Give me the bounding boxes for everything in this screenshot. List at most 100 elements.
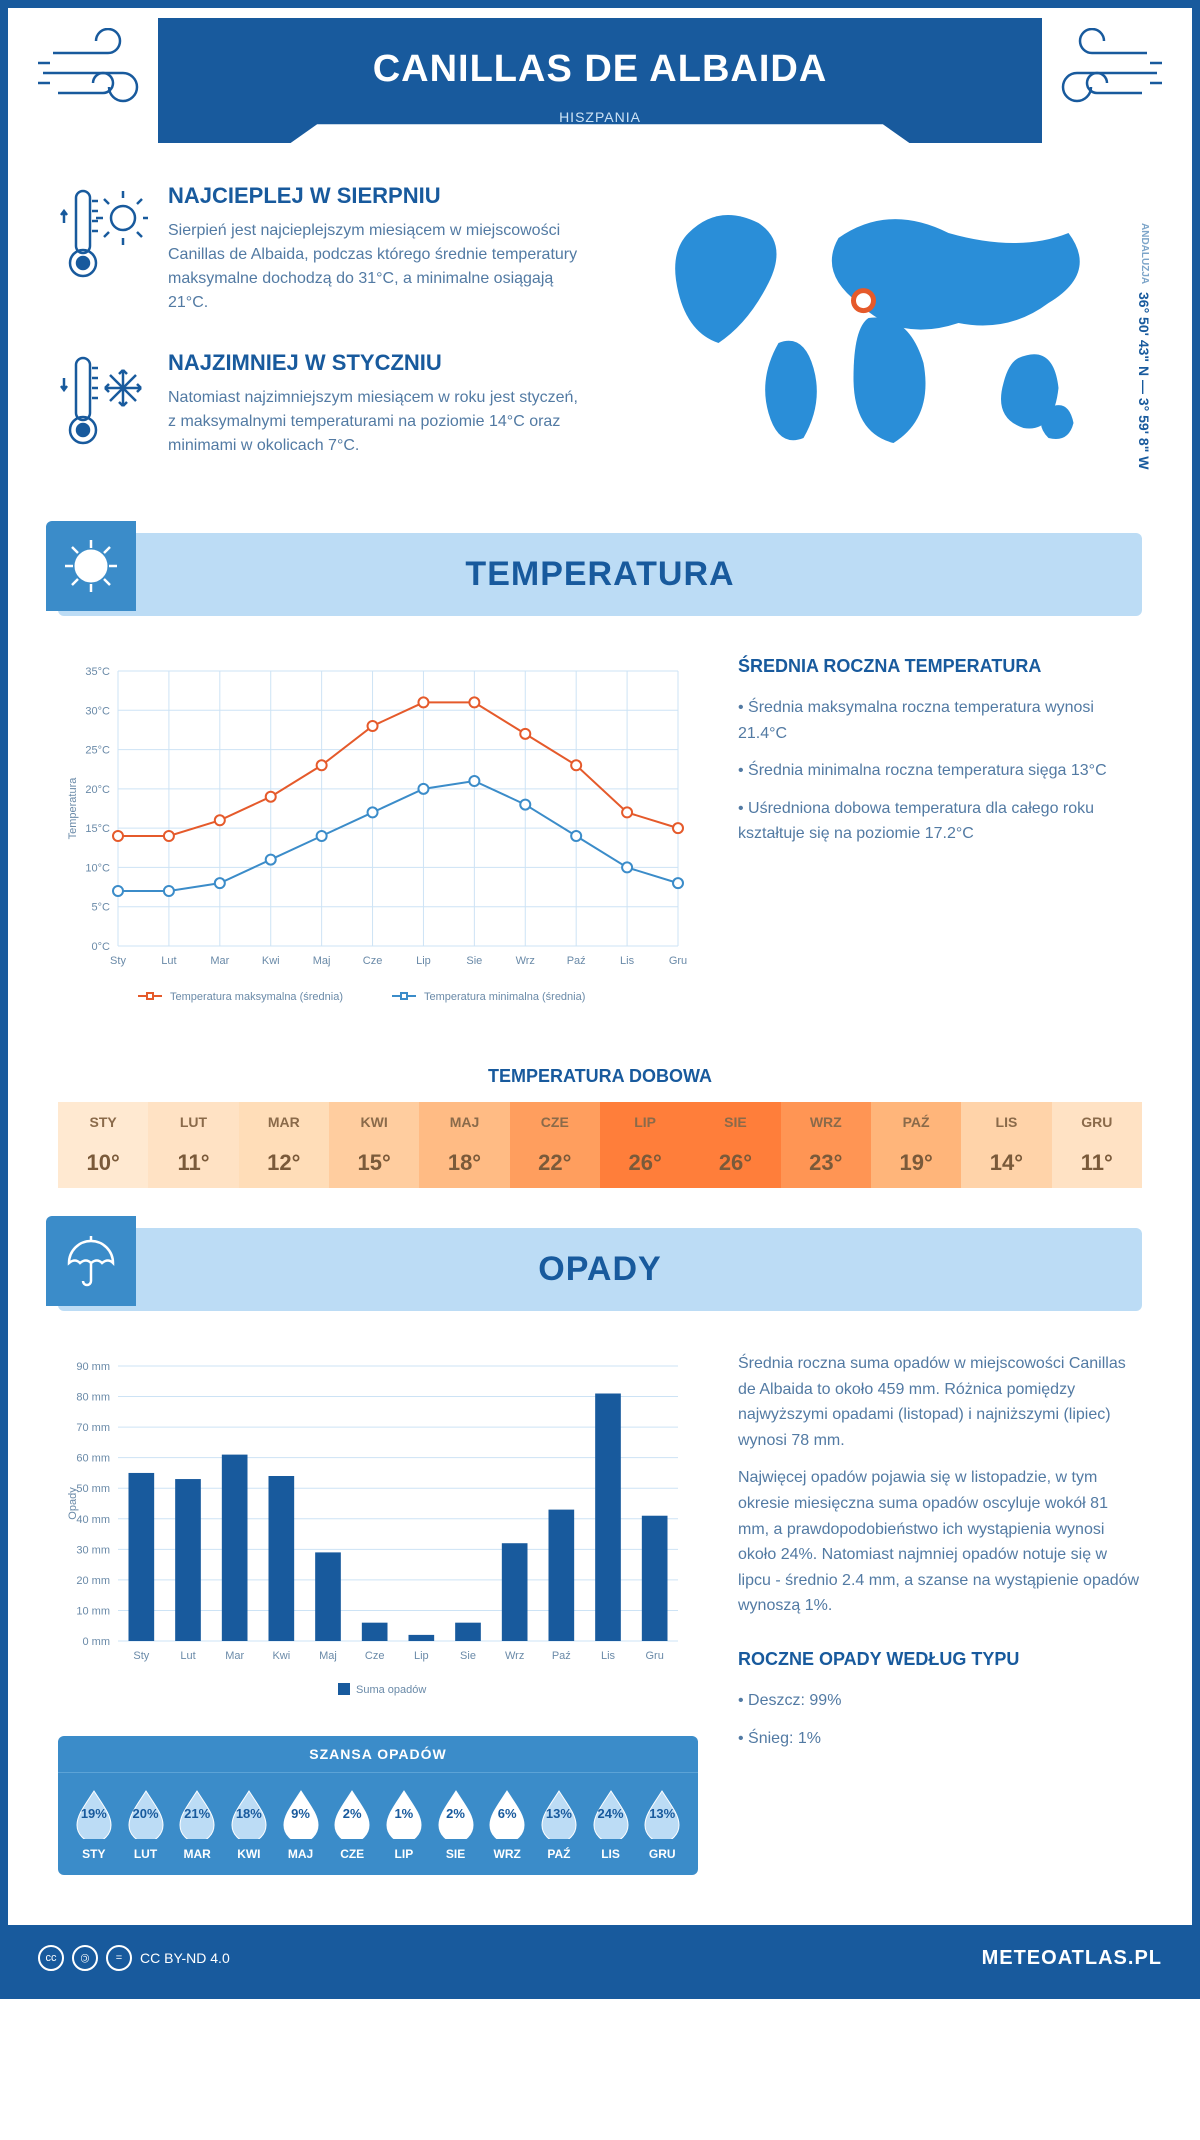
sun-icon-box: [46, 521, 136, 611]
umbrella-icon: [61, 1231, 121, 1291]
fact-cold: NAJZIMNIEJ W STYCZNIU Natomiast najzimni…: [58, 350, 585, 458]
heat-month: LUT: [148, 1114, 238, 1130]
svg-text:5°C: 5°C: [92, 902, 111, 914]
umbrella-icon-box: [46, 1216, 136, 1306]
svg-text:60 mm: 60 mm: [76, 1453, 110, 1465]
precip-p1: Średnia roczna suma opadów w miejscowośc…: [738, 1351, 1142, 1453]
heat-value: 12°: [239, 1150, 329, 1176]
temp-summary-title: ŚREDNIA ROCZNA TEMPERATURA: [738, 656, 1142, 677]
drop-icon: 13%: [538, 1787, 580, 1839]
svg-text:Sie: Sie: [466, 955, 482, 967]
nd-icon: =: [106, 1945, 132, 1971]
svg-text:10 mm: 10 mm: [76, 1605, 110, 1617]
section-head-precip: OPADY: [58, 1228, 1142, 1311]
chance-month: LUT: [120, 1847, 172, 1861]
svg-text:30 mm: 30 mm: [76, 1544, 110, 1556]
svg-text:70 mm: 70 mm: [76, 1422, 110, 1434]
heat-month: WRZ: [781, 1114, 871, 1130]
svg-text:10°C: 10°C: [85, 862, 110, 874]
svg-text:Cze: Cze: [363, 955, 383, 967]
chance-value: 2%: [446, 1806, 465, 1821]
drop-icon: 9%: [280, 1787, 322, 1839]
heat-value: 11°: [148, 1150, 238, 1176]
svg-text:30°C: 30°C: [85, 705, 110, 717]
svg-text:Lip: Lip: [414, 1650, 429, 1662]
heat-value: 26°: [600, 1150, 690, 1176]
drop-icon: 24%: [590, 1787, 632, 1839]
precip-bytype-title: ROCZNE OPADY WEDŁUG TYPU: [738, 1649, 1142, 1670]
heat-value: 15°: [329, 1150, 419, 1176]
chance-month: LIP: [378, 1847, 430, 1861]
chance-month: WRZ: [481, 1847, 533, 1861]
svg-text:Lip: Lip: [416, 955, 431, 967]
precip-chart-col: 0 mm10 mm20 mm30 mm40 mm50 mm60 mm70 mm8…: [58, 1351, 698, 1895]
svg-text:35°C: 35°C: [85, 666, 110, 678]
heat-month: LIP: [600, 1114, 690, 1130]
chance-cell: 21% MAR: [171, 1787, 223, 1861]
header-wrap: CANILLAS DE ALBAIDA HISZPANIA: [8, 8, 1192, 143]
bytype-item: Śnieg: 1%: [738, 1726, 1142, 1752]
svg-text:Kwi: Kwi: [262, 955, 280, 967]
wind-icon-right: [1032, 28, 1162, 118]
map-col: ANDALUZJA 36° 50' 43" N — 3° 59' 8" W: [615, 183, 1142, 493]
section-title-precip: OPADY: [80, 1250, 1120, 1289]
svg-text:Opady: Opady: [67, 1487, 79, 1520]
chance-value: 6%: [498, 1806, 517, 1821]
chance-value: 20%: [132, 1806, 158, 1821]
temperature-summary: ŚREDNIA ROCZNA TEMPERATURA Średnia maksy…: [738, 656, 1142, 1021]
svg-text:80 mm: 80 mm: [76, 1392, 110, 1404]
chance-value: 18%: [236, 1806, 262, 1821]
chance-month: MAR: [171, 1847, 223, 1861]
heat-cell: PAŹ19°: [871, 1102, 961, 1188]
svg-text:Sty: Sty: [110, 955, 126, 967]
intro-row: NAJCIEPLEJ W SIERPNIU Sierpień jest najc…: [8, 143, 1192, 513]
chance-value: 13%: [546, 1806, 572, 1821]
drop-icon: 20%: [125, 1787, 167, 1839]
svg-text:Maj: Maj: [313, 955, 331, 967]
heat-month: CZE: [510, 1114, 600, 1130]
world-map: [615, 183, 1142, 463]
heat-cell: LUT 11°: [148, 1102, 238, 1188]
heat-month: PAŹ: [871, 1114, 961, 1130]
temperature-row: 0°C5°C10°C15°C20°C25°C30°C35°CStyLutMarK…: [8, 636, 1192, 1051]
heat-cell: CZE22°: [510, 1102, 600, 1188]
chance-value: 24%: [598, 1806, 624, 1821]
svg-text:Maj: Maj: [319, 1650, 337, 1662]
chance-cell: 13% PAŹ: [533, 1787, 585, 1861]
heat-month: MAJ: [419, 1114, 509, 1130]
precip-p2: Najwięcej opadów pojawia się w listopadz…: [738, 1465, 1142, 1619]
temperature-line-chart: 0°C5°C10°C15°C20°C25°C30°C35°CStyLutMarK…: [58, 656, 698, 1016]
drop-icon: 13%: [641, 1787, 683, 1839]
chance-month: CZE: [326, 1847, 378, 1861]
heat-value: 14°: [961, 1150, 1051, 1176]
chance-cell: 2% SIE: [430, 1787, 482, 1861]
heat-cell: STY10°: [58, 1102, 148, 1188]
chance-value: 1%: [394, 1806, 413, 1821]
chance-box: SZANSA OPADÓW 19% STY 20% LUT 21% MAR 18…: [58, 1736, 698, 1875]
svg-text:Sie: Sie: [460, 1650, 476, 1662]
chance-cell: 13% GRU: [636, 1787, 688, 1861]
chance-month: LIS: [585, 1847, 637, 1861]
svg-text:Cze: Cze: [365, 1650, 385, 1662]
license-text: CC BY-ND 4.0: [140, 1950, 230, 1966]
chance-row: 19% STY 20% LUT 21% MAR 18% KWI 9% MAJ: [58, 1773, 698, 1861]
svg-text:20°C: 20°C: [85, 784, 110, 796]
svg-text:50 mm: 50 mm: [76, 1483, 110, 1495]
chance-value: 19%: [81, 1806, 107, 1821]
facts-col: NAJCIEPLEJ W SIERPNIU Sierpień jest najc…: [58, 183, 585, 493]
cc-icon: cc: [38, 1945, 64, 1971]
heat-value: 26°: [690, 1150, 780, 1176]
svg-text:90 mm: 90 mm: [76, 1361, 110, 1373]
bytype-item: Deszcz: 99%: [738, 1688, 1142, 1714]
heat-month: KWI: [329, 1114, 419, 1130]
svg-text:Temperatura minimalna (średnia: Temperatura minimalna (średnia): [424, 991, 585, 1003]
chance-title: SZANSA OPADÓW: [58, 1736, 698, 1773]
page-subtitle: HISZPANIA: [178, 109, 1022, 125]
page-title: CANILLAS DE ALBAIDA: [178, 48, 1022, 91]
heat-value: 11°: [1052, 1150, 1142, 1176]
svg-text:Gru: Gru: [669, 955, 687, 967]
chance-cell: 24% LIS: [585, 1787, 637, 1861]
drop-icon: 19%: [73, 1787, 115, 1839]
heat-cell: SIE26°: [690, 1102, 780, 1188]
thermometer-cold-icon: [58, 350, 148, 450]
